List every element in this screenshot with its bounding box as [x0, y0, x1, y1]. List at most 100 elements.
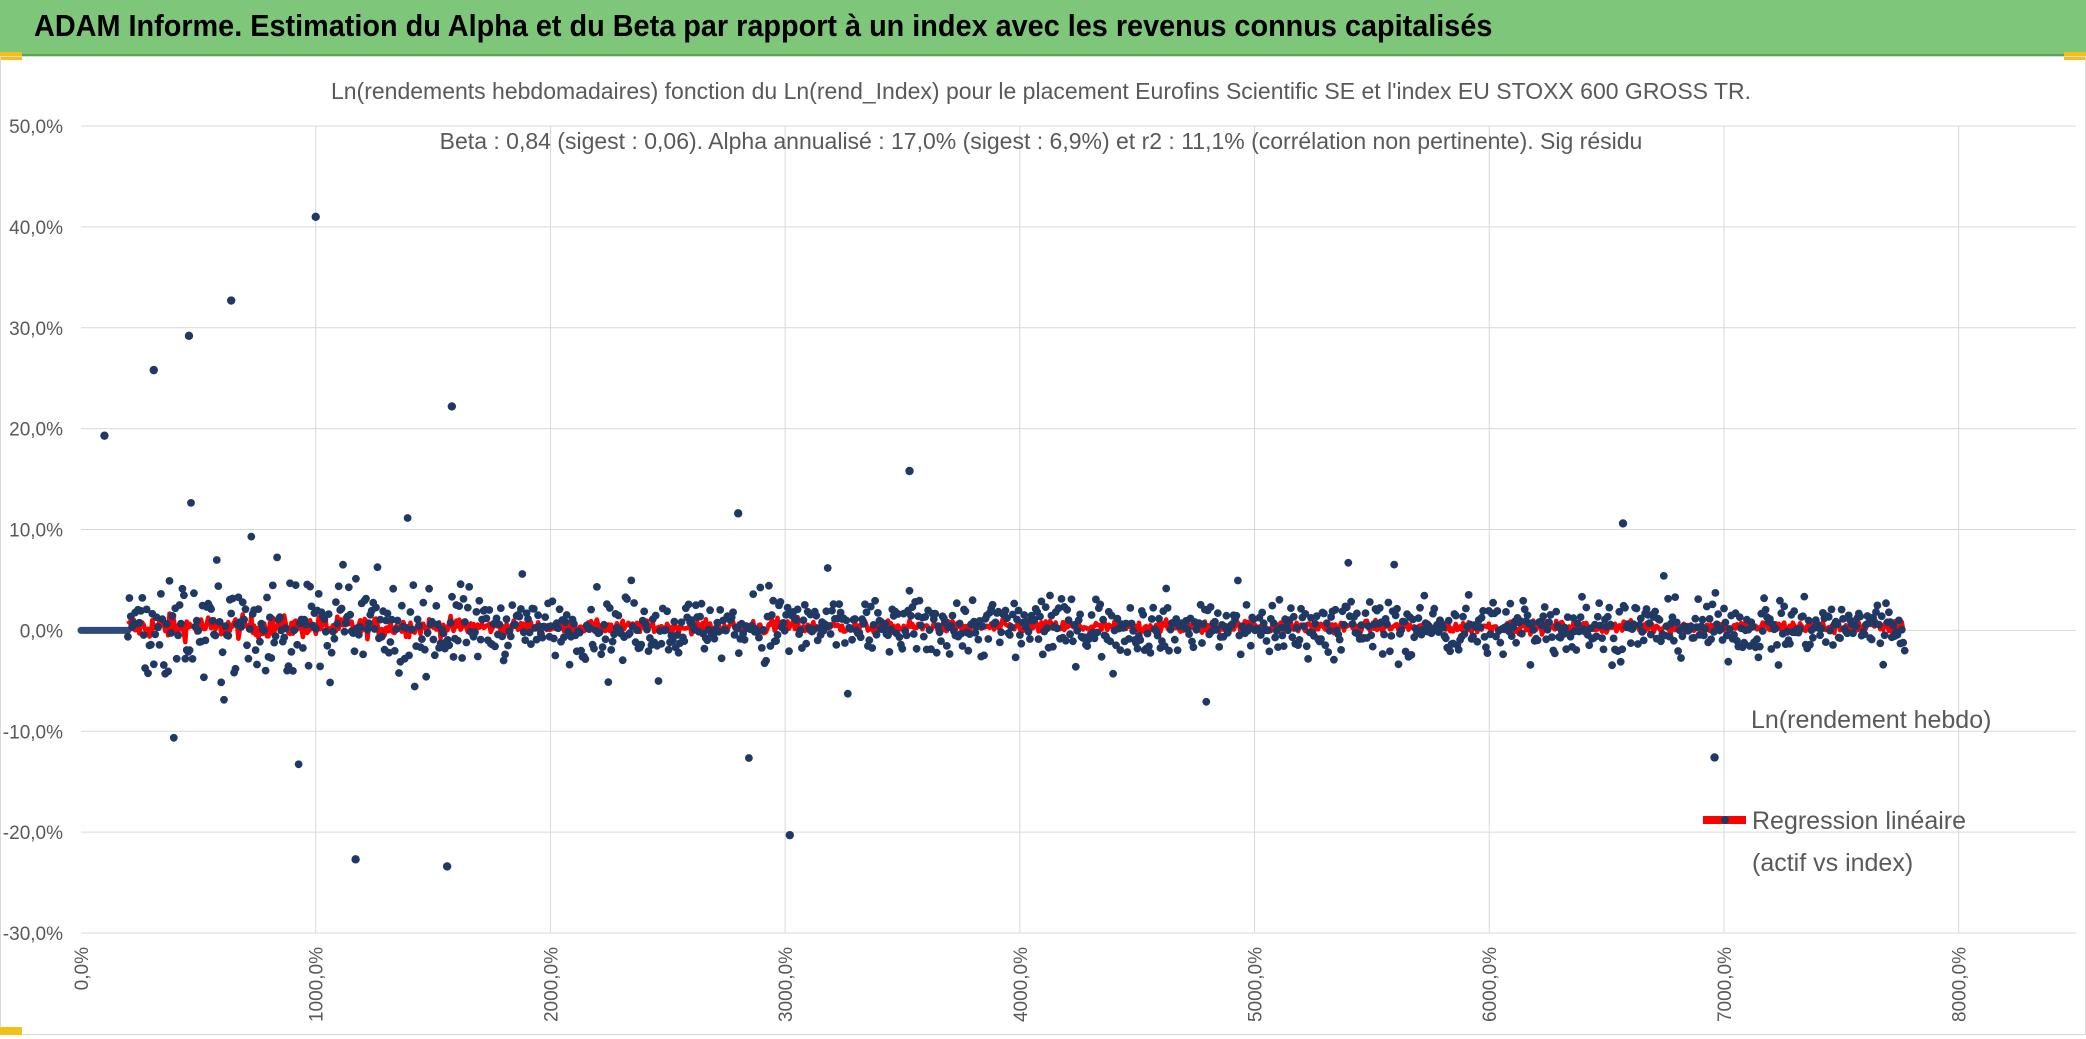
scatter-point [227, 609, 236, 618]
legend-label-regression-line1: Regression linéaire [1752, 807, 1966, 835]
scatter-point [927, 645, 935, 654]
scatter-point [1543, 625, 1552, 634]
scatter-point [167, 629, 175, 637]
scatter-point [238, 598, 247, 607]
scatter-point [1603, 612, 1612, 621]
scatter-point [749, 590, 758, 598]
scatter-point [228, 594, 237, 603]
scatter-point [625, 629, 634, 637]
scatter-point [389, 584, 398, 593]
scatter-point [734, 649, 743, 657]
scatter-point [968, 596, 977, 605]
scatter-point [1499, 650, 1507, 659]
scatter-point-outlier [184, 331, 194, 341]
scatter-point [428, 617, 436, 626]
scatter-point [472, 608, 481, 616]
scatter-point [1155, 614, 1163, 623]
scatter-point [172, 654, 181, 663]
scatter-point [680, 637, 689, 645]
scatter-point [1143, 629, 1152, 638]
scatter-point [1023, 617, 1031, 626]
scatter-point [898, 644, 907, 653]
scatter-point [1122, 619, 1130, 628]
scatter-point [1550, 649, 1559, 658]
scatter-point [1099, 615, 1107, 624]
scatter-point [1799, 612, 1807, 621]
scatter-point [496, 604, 505, 613]
scatter-point [937, 637, 945, 645]
scatter-point [1777, 609, 1786, 618]
scatter-point [1882, 599, 1890, 608]
scatter-point [311, 624, 320, 633]
scatter-point [1761, 605, 1770, 614]
y-tick-label: -20,0% [3, 823, 63, 844]
scatter-point [917, 621, 925, 630]
corner-marker-bottom-left [0, 1027, 22, 1035]
scatter-point [548, 597, 557, 606]
scatter-point [677, 618, 686, 627]
scatter-point [519, 628, 528, 637]
scatter-point [244, 654, 253, 663]
scatter-point [1170, 635, 1179, 644]
scatter-point [577, 646, 585, 655]
scatter-point [432, 602, 441, 610]
scatter-point [1767, 645, 1776, 653]
scatter-point [562, 611, 571, 619]
scatter-point [154, 623, 163, 632]
scatter-point [1691, 614, 1700, 623]
scatter-point [473, 652, 482, 661]
scatter-point [1278, 631, 1287, 640]
scatter-point [1462, 604, 1470, 613]
scatter-point [1037, 597, 1046, 606]
scatter-point [326, 678, 334, 687]
scatter-point [463, 603, 472, 612]
scatter-point [446, 618, 455, 627]
scatter-point [1473, 637, 1482, 646]
scatter-point [1107, 611, 1116, 620]
scatter-point [1020, 611, 1029, 619]
scatter-point [304, 661, 313, 670]
scatter-point [256, 637, 264, 646]
scatter-point [1441, 634, 1450, 643]
scatter-point [261, 666, 270, 675]
scatter-point [190, 589, 198, 598]
scatter-point [871, 596, 879, 605]
scatter-point [1646, 630, 1655, 639]
scatter-point [1166, 625, 1175, 634]
scatter-point [1165, 646, 1173, 655]
scatter-point [600, 620, 608, 629]
scatter-point [1578, 592, 1586, 601]
scatter-point [627, 576, 636, 585]
scatter-point [270, 638, 279, 647]
scatter-point [395, 669, 403, 677]
legend-label-regression-line2: (actif vs index) [1752, 849, 1913, 877]
scatter-point [730, 631, 739, 639]
scatter-point [776, 598, 785, 606]
scatter-point [1672, 618, 1681, 627]
scatter-point-outlier [311, 212, 320, 221]
scatter-point [1517, 629, 1526, 638]
scatter-point [1545, 618, 1553, 627]
scatter-point [260, 626, 269, 635]
scatter-point [640, 607, 649, 616]
scatter-point [1087, 611, 1096, 619]
scatter-point [952, 599, 961, 608]
scatter-point [644, 647, 653, 655]
scatter-point [915, 596, 924, 605]
scatter-point [1113, 614, 1122, 623]
scatter-point [254, 605, 263, 613]
scatter-point [177, 619, 185, 628]
scatter-point [1657, 637, 1665, 646]
scatter-point [1464, 591, 1473, 599]
scatter-point [501, 650, 509, 659]
scatter-point [1664, 594, 1672, 603]
scatter-point [793, 605, 802, 614]
scatter-point [1043, 624, 1051, 633]
scatter-point [504, 641, 512, 650]
scatter-point [590, 644, 598, 653]
scatter-point [1321, 641, 1330, 650]
scatter-point [1837, 605, 1846, 614]
scatter-point [696, 612, 704, 621]
scatter-point [393, 616, 402, 625]
scatter-point [866, 602, 875, 611]
